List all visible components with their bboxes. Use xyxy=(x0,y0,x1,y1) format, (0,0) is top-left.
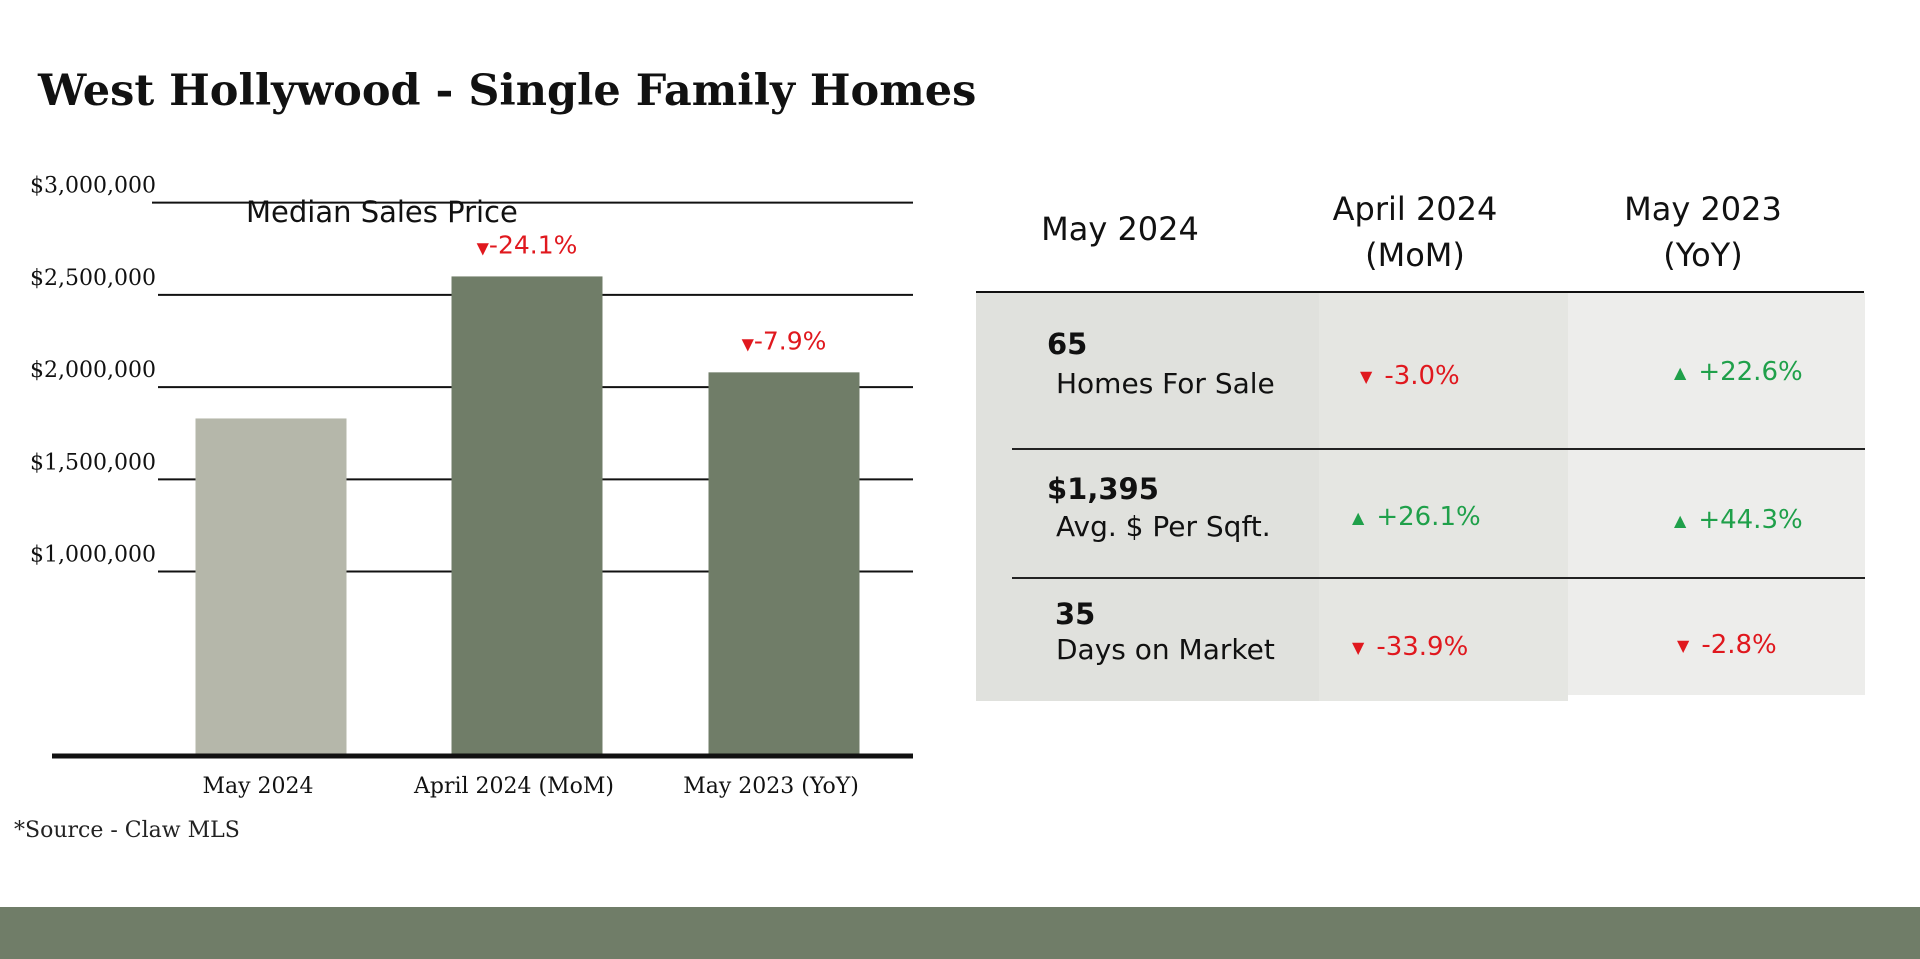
change-text: +44.3% xyxy=(1698,505,1803,535)
row-divider xyxy=(1012,577,1865,579)
current-column-panel xyxy=(976,293,1319,701)
yoy-column-panel xyxy=(1568,293,1865,695)
down-triangle-icon: ▼ xyxy=(1360,367,1373,386)
days-on-market-yoy-change: ▼ -2.8% xyxy=(1677,630,1777,660)
avg-per-sqft-label: Avg. $ Per Sqft. xyxy=(1056,510,1271,543)
table-header-april-2024: April 2024 (MoM) xyxy=(1300,186,1530,278)
up-triangle-icon: ▲ xyxy=(1352,508,1365,527)
homes-for-sale-label: Homes For Sale xyxy=(1056,367,1275,400)
y-tick-label: $2,500,000 xyxy=(30,266,156,291)
days-on-market-label: Days on Market xyxy=(1056,633,1275,666)
header-divider xyxy=(976,291,1864,293)
avg-per-sqft-mom-change: ▲ +26.1% xyxy=(1352,502,1481,532)
y-tick-label: $3,000,000 xyxy=(30,174,156,199)
page-title: West Hollywood - Single Family Homes xyxy=(38,66,977,116)
data-label-text: -7.9% xyxy=(754,326,827,355)
homes-for-sale-value: 65 xyxy=(1047,327,1088,361)
up-triangle-icon: ▲ xyxy=(1674,363,1687,382)
y-tick-label: $1,500,000 xyxy=(30,450,156,475)
bar xyxy=(708,372,860,756)
data-label-text: -24.1% xyxy=(489,230,577,259)
days-on-market-mom-change: ▼ -33.9% xyxy=(1352,632,1468,662)
homes-for-sale-mom-change: ▼ -3.0% xyxy=(1360,361,1460,391)
x-tick-label: May 2023 (YoY) xyxy=(683,774,859,799)
avg-per-sqft-yoy-change: ▲ +44.3% xyxy=(1674,505,1803,535)
row-divider xyxy=(1012,448,1865,450)
header-line: May 2023 xyxy=(1624,190,1782,228)
header-line: (MoM) xyxy=(1365,236,1465,274)
change-text: +22.6% xyxy=(1698,357,1803,387)
source-note: *Source - Claw MLS xyxy=(14,818,240,843)
x-tick-label: May 2024 xyxy=(202,774,313,799)
table-header-may-2024: May 2024 xyxy=(1010,206,1230,252)
y-tick-label: $2,000,000 xyxy=(30,358,156,383)
avg-per-sqft-value: $1,395 xyxy=(1047,472,1159,506)
data-label: ▼-7.9% xyxy=(742,326,827,355)
header-line: (YoY) xyxy=(1663,236,1743,274)
change-text: -2.8% xyxy=(1701,630,1777,660)
chart-title: Median Sales Price xyxy=(246,195,518,229)
change-text: -33.9% xyxy=(1376,632,1469,662)
table-header-may-2023: May 2023 (YoY) xyxy=(1588,186,1818,278)
median-sales-price-chart: $1,000,000 $1,500,000 $2,000,000 $2,500,000… xyxy=(30,174,913,799)
data-label: ▼-24.1% xyxy=(477,230,578,259)
days-on-market-value: 35 xyxy=(1055,597,1096,631)
y-tick-label: $1,000,000 xyxy=(30,543,156,568)
x-tick-label: April 2024 (MoM) xyxy=(413,774,614,799)
footer-bar xyxy=(0,907,1920,959)
homes-for-sale-yoy-change: ▲ +22.6% xyxy=(1674,357,1803,387)
mom-column-panel xyxy=(1319,293,1568,701)
header-line: April 2024 xyxy=(1332,190,1498,228)
up-triangle-icon: ▲ xyxy=(1674,511,1687,530)
change-text: +26.1% xyxy=(1376,502,1481,532)
bar xyxy=(451,276,603,756)
bar xyxy=(195,418,347,756)
change-text: -3.0% xyxy=(1384,361,1460,391)
down-triangle-icon: ▼ xyxy=(477,238,490,257)
down-triangle-icon: ▼ xyxy=(742,334,755,353)
header-line: May 2024 xyxy=(1041,210,1199,248)
down-triangle-icon: ▼ xyxy=(1352,638,1365,657)
down-triangle-icon: ▼ xyxy=(1677,636,1690,655)
